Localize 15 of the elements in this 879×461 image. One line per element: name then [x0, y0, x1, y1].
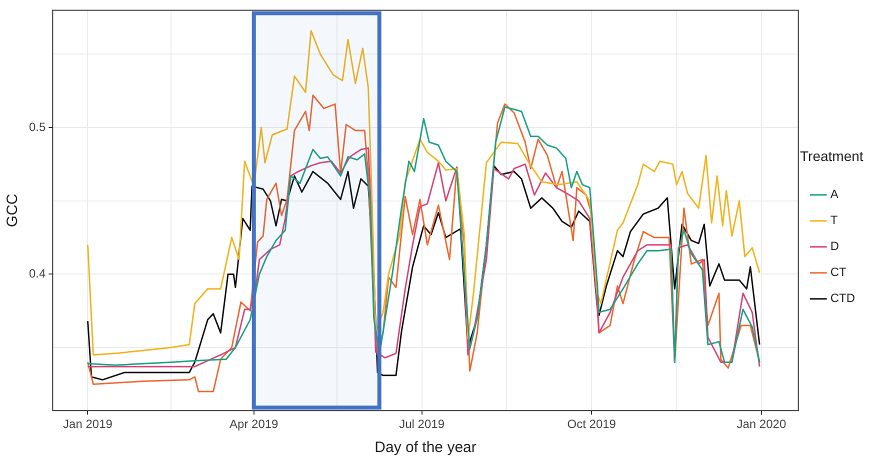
x-tick-label: Oct 2019 [567, 417, 616, 432]
y-axis-title: GCC [4, 194, 22, 228]
x-tick-label: Jul 2019 [399, 417, 445, 432]
legend-label: A [830, 187, 838, 202]
y-tick-label: 0.4 [28, 266, 46, 281]
legend-label: D [830, 239, 840, 254]
x-axis-title: Day of the year [374, 439, 476, 456]
legend-label: CT [830, 265, 848, 280]
legend-label: CTD [830, 291, 856, 306]
y-tick-label: 0.5 [28, 120, 46, 134]
legend-title: Treatment [800, 148, 864, 164]
x-tick-label: Jan 2019 [63, 417, 113, 432]
x-tick-label: Jan 2020 [736, 417, 786, 432]
x-tick-label: Apr 2019 [230, 417, 279, 432]
legend-label: T [830, 213, 838, 228]
